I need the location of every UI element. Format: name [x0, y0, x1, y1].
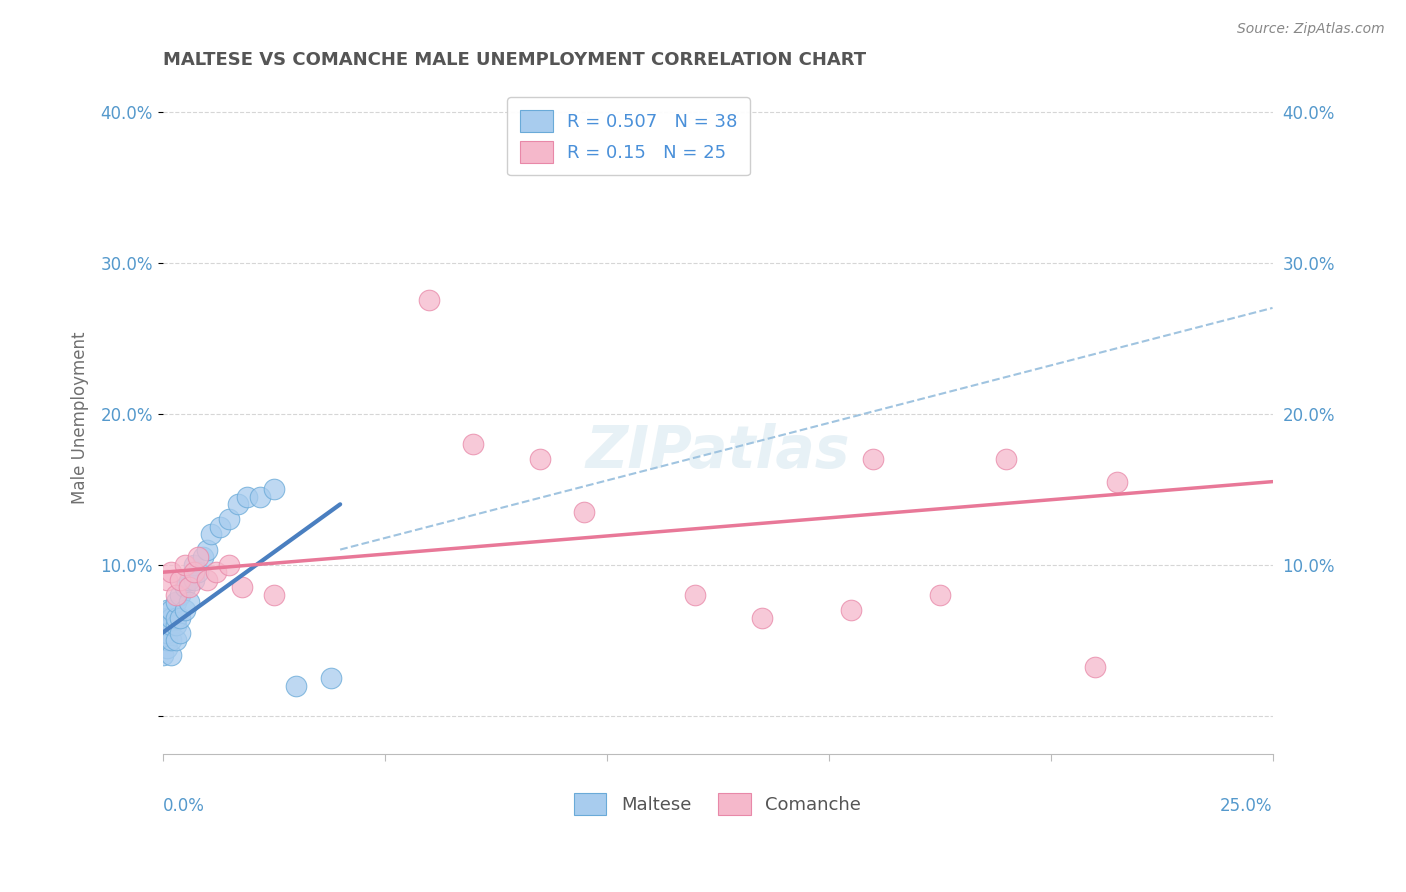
- Text: 25.0%: 25.0%: [1220, 797, 1272, 815]
- Text: ZIPatlas: ZIPatlas: [585, 423, 849, 480]
- Point: [183, 573, 205, 587]
- Text: MALTESE VS COMANCHE MALE UNEMPLOYMENT CORRELATION CHART: MALTESE VS COMANCHE MALE UNEMPLOYMENT CO…: [163, 51, 866, 69]
- Point: [685, 588, 707, 602]
- Point: [156, 640, 179, 655]
- Point: [160, 566, 183, 580]
- Point: [226, 497, 249, 511]
- Point: [862, 452, 884, 467]
- Point: [169, 610, 191, 624]
- Point: [928, 588, 950, 602]
- Point: [165, 610, 187, 624]
- Text: Source: ZipAtlas.com: Source: ZipAtlas.com: [1237, 22, 1385, 37]
- Point: [200, 527, 222, 541]
- Point: [179, 573, 201, 587]
- Point: [284, 679, 307, 693]
- Point: [156, 633, 179, 648]
- Point: [160, 610, 183, 624]
- Point: [839, 603, 862, 617]
- Point: [463, 437, 485, 451]
- Point: [156, 573, 179, 587]
- Point: [183, 566, 205, 580]
- Point: [187, 550, 209, 565]
- Point: [165, 595, 187, 609]
- Point: [173, 558, 195, 572]
- Point: [160, 603, 183, 617]
- Point: [179, 595, 201, 609]
- Text: 0.0%: 0.0%: [163, 797, 204, 815]
- Point: [195, 573, 218, 587]
- Point: [218, 512, 240, 526]
- Point: [165, 618, 187, 632]
- Point: [165, 588, 187, 602]
- Point: [152, 625, 174, 640]
- Point: [156, 610, 179, 624]
- Point: [231, 580, 253, 594]
- Point: [187, 566, 209, 580]
- Point: [156, 618, 179, 632]
- Point: [152, 648, 174, 663]
- Point: [218, 558, 240, 572]
- Point: [160, 633, 183, 648]
- Point: [995, 452, 1018, 467]
- Point: [165, 633, 187, 648]
- Point: [529, 452, 551, 467]
- Point: [173, 603, 195, 617]
- Y-axis label: Male Unemployment: Male Unemployment: [72, 331, 89, 504]
- Point: [169, 588, 191, 602]
- Point: [205, 566, 228, 580]
- Point: [263, 482, 285, 496]
- Point: [195, 542, 218, 557]
- Point: [169, 625, 191, 640]
- Point: [574, 505, 596, 519]
- Point: [1084, 660, 1107, 674]
- Point: [751, 610, 773, 624]
- Point: [321, 671, 343, 685]
- Point: [179, 580, 201, 594]
- Point: [160, 618, 183, 632]
- Point: [1107, 475, 1129, 489]
- Point: [183, 558, 205, 572]
- Point: [191, 550, 214, 565]
- Point: [209, 520, 232, 534]
- Legend: Maltese, Comanche: Maltese, Comanche: [567, 785, 869, 822]
- Point: [236, 490, 259, 504]
- Point: [156, 625, 179, 640]
- Point: [156, 603, 179, 617]
- Point: [249, 490, 271, 504]
- Point: [173, 580, 195, 594]
- Point: [263, 588, 285, 602]
- Point: [160, 648, 183, 663]
- Point: [169, 573, 191, 587]
- Point: [418, 293, 440, 308]
